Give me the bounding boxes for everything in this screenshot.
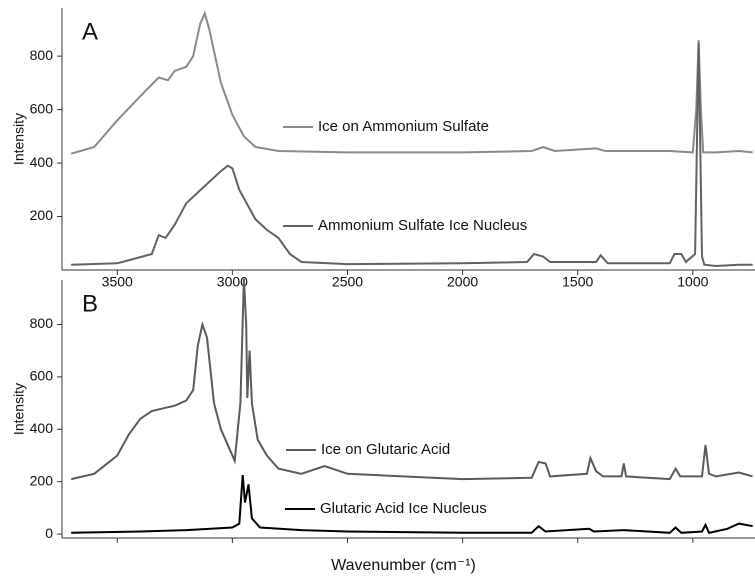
- y-tick-label: 600: [30, 100, 54, 116]
- y-tick-label: 400: [30, 420, 54, 436]
- y-tick-label: 400: [30, 154, 54, 170]
- y-tick-label: 800: [30, 47, 54, 63]
- x-tick-label: 2000: [447, 274, 478, 290]
- y-tick-label: 200: [30, 207, 54, 223]
- x-tick-label: 1500: [562, 274, 593, 290]
- x-tick-label: 2500: [332, 274, 363, 290]
- y-tick-label: 800: [30, 315, 54, 331]
- y-tick-label: 0: [45, 525, 53, 541]
- legend-label: Ice on Ammonium Sulfate: [318, 118, 489, 135]
- spectrum-line: [70, 278, 753, 481]
- x-tick-label: 1000: [677, 274, 708, 290]
- x-tick-label: 3000: [217, 274, 248, 290]
- y-tick-label: 600: [30, 368, 54, 384]
- panel-label: B: [82, 290, 98, 317]
- y-axis-label: Intensity: [11, 113, 27, 165]
- panel-label: A: [82, 18, 98, 45]
- spectrum-line: [71, 475, 753, 534]
- x-tick-label: 3500: [102, 274, 133, 290]
- spectrum-line: [71, 42, 753, 268]
- legend-label: Ammonium Sulfate Ice Nucleus: [318, 217, 527, 234]
- legend-label: Ice on Glutaric Acid: [321, 441, 450, 458]
- y-axis-label: Intensity: [11, 383, 27, 435]
- x-axis-label: Wavenumber (cm⁻¹): [331, 557, 476, 574]
- legend-label: Glutaric Acid Ice Nucleus: [320, 500, 487, 517]
- y-tick-label: 200: [30, 472, 54, 488]
